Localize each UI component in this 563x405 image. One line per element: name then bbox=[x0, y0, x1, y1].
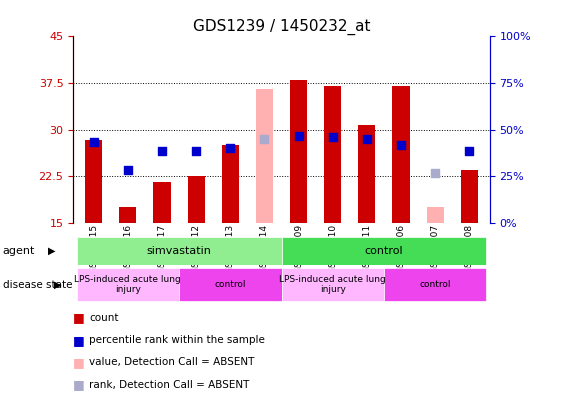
Bar bbox=[222, 145, 239, 223]
Point bbox=[191, 148, 200, 155]
Text: percentile rank within the sample: percentile rank within the sample bbox=[89, 335, 265, 345]
Bar bbox=[384, 268, 486, 301]
Text: agent: agent bbox=[3, 246, 35, 256]
Bar bbox=[282, 268, 384, 301]
Text: LPS-induced acute lung
injury: LPS-induced acute lung injury bbox=[279, 275, 386, 294]
Bar bbox=[179, 268, 282, 301]
Bar bbox=[154, 182, 171, 223]
Point bbox=[328, 134, 337, 140]
Bar bbox=[119, 207, 136, 223]
Point bbox=[89, 139, 98, 145]
Bar bbox=[427, 207, 444, 223]
Text: ■: ■ bbox=[73, 311, 85, 324]
Bar bbox=[187, 176, 205, 223]
Text: ▶: ▶ bbox=[48, 246, 55, 256]
Text: rank, Detection Call = ABSENT: rank, Detection Call = ABSENT bbox=[89, 380, 249, 390]
Text: value, Detection Call = ABSENT: value, Detection Call = ABSENT bbox=[89, 358, 254, 367]
Text: control: control bbox=[215, 280, 246, 289]
Bar bbox=[282, 237, 486, 265]
Bar bbox=[256, 89, 273, 223]
Title: GDS1239 / 1450232_at: GDS1239 / 1450232_at bbox=[193, 19, 370, 35]
Point bbox=[294, 132, 303, 139]
Bar bbox=[358, 125, 376, 223]
Bar bbox=[324, 86, 341, 223]
Point bbox=[396, 142, 405, 148]
Point bbox=[226, 145, 235, 151]
Bar bbox=[461, 170, 478, 223]
Text: ■: ■ bbox=[73, 334, 85, 347]
Text: simvastatin: simvastatin bbox=[146, 246, 212, 256]
Bar bbox=[77, 268, 179, 301]
Bar bbox=[85, 140, 102, 223]
Text: ▶: ▶ bbox=[53, 279, 61, 290]
Point bbox=[158, 148, 167, 155]
Point bbox=[465, 148, 474, 155]
Text: count: count bbox=[89, 313, 118, 323]
Text: disease state: disease state bbox=[3, 279, 72, 290]
Text: control: control bbox=[365, 246, 403, 256]
Text: ■: ■ bbox=[73, 378, 85, 391]
Point bbox=[431, 170, 440, 176]
Text: ■: ■ bbox=[73, 356, 85, 369]
Text: control: control bbox=[419, 280, 451, 289]
Bar bbox=[77, 237, 282, 265]
Bar bbox=[290, 80, 307, 223]
Point bbox=[260, 136, 269, 142]
Point bbox=[363, 136, 372, 142]
Text: LPS-induced acute lung
injury: LPS-induced acute lung injury bbox=[74, 275, 181, 294]
Point bbox=[123, 167, 132, 173]
Bar bbox=[392, 86, 409, 223]
